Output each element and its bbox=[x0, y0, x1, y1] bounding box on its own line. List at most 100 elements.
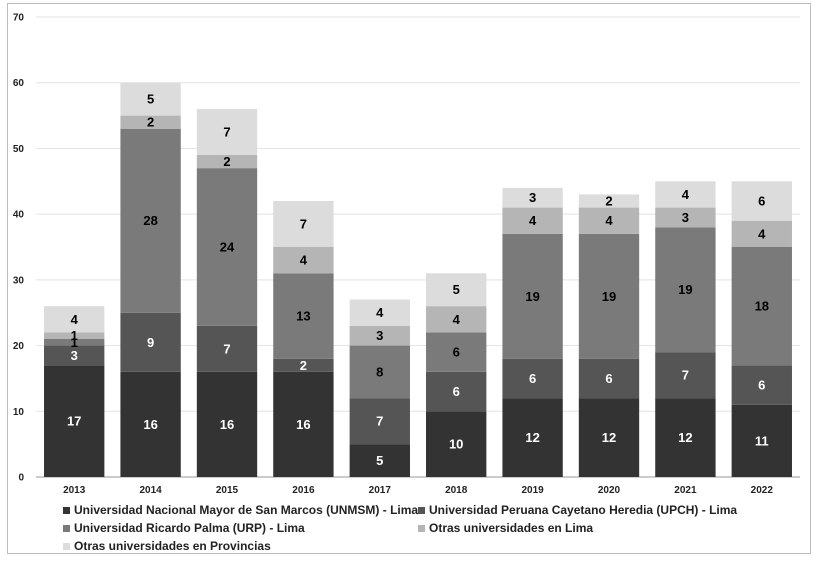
data-label: 3 bbox=[71, 348, 78, 363]
data-label: 6 bbox=[453, 345, 460, 360]
data-label: 19 bbox=[678, 282, 692, 297]
y-axis-ticks: 0 10 20 30 40 50 60 70 bbox=[13, 13, 25, 484]
data-label: 16 bbox=[143, 417, 157, 432]
data-label: 5 bbox=[376, 453, 383, 468]
y-tick-label: 40 bbox=[13, 210, 25, 221]
data-label: 9 bbox=[147, 335, 154, 350]
data-label: 6 bbox=[758, 378, 765, 393]
bar-segment-2018-3 bbox=[426, 306, 487, 333]
bar-segment-2020-4 bbox=[578, 194, 640, 208]
data-label: 13 bbox=[296, 309, 310, 324]
bar-segment-2013-1 bbox=[44, 345, 105, 366]
legend-label: Universidad Peruana Cayetano Heredia (UP… bbox=[429, 503, 738, 517]
chart-frame: 0 10 20 30 40 50 60 70 17 3 1 1 4 16 9 28 2 5 16 7 24 2 7 16 2 1… bbox=[7, 3, 811, 554]
y-tick-label: 50 bbox=[13, 144, 25, 155]
data-labels: 1731141692825167242716213475783410664512… bbox=[67, 92, 769, 468]
legend-item: Universidad Peruana Cayetano Heredia (UP… bbox=[418, 501, 737, 519]
data-label: 24 bbox=[220, 240, 235, 255]
bar-segment-2021-1 bbox=[655, 352, 716, 399]
y-tick-label: 60 bbox=[13, 78, 25, 89]
data-label: 4 bbox=[529, 213, 537, 228]
bar-segment-2018-0 bbox=[426, 411, 487, 477]
bar-segment-2017-0 bbox=[349, 444, 410, 477]
data-label: 7 bbox=[376, 414, 383, 429]
bar-segment-2016-0 bbox=[273, 371, 334, 477]
x-tick-label: 2019 bbox=[521, 485, 544, 496]
bar-segment-2019-1 bbox=[502, 358, 563, 399]
bar-segment-2021-0 bbox=[655, 398, 716, 477]
bar-segment-2021-3 bbox=[655, 207, 716, 228]
data-label: 3 bbox=[529, 190, 536, 205]
bar-segment-2022-0 bbox=[731, 404, 792, 477]
data-label: 12 bbox=[678, 430, 692, 445]
data-label: 7 bbox=[300, 217, 307, 232]
legend-swatch bbox=[63, 542, 70, 550]
data-label: 4 bbox=[300, 253, 308, 268]
bar-segment-2017-1 bbox=[349, 398, 410, 445]
bar-segment-2013-2 bbox=[44, 339, 105, 346]
x-tick-label: 2015 bbox=[216, 485, 239, 496]
bar-segment-2022-3 bbox=[731, 220, 792, 247]
bar-segment-2020-0 bbox=[578, 398, 640, 477]
data-label: 6 bbox=[758, 194, 765, 209]
x-tick-label: 2016 bbox=[292, 485, 315, 496]
y-tick-label: 30 bbox=[13, 275, 25, 286]
x-axis-ticks: 2013 2014 2015 2016 2017 2018 2019 2020 2021 2022 bbox=[63, 485, 773, 496]
bar-segment-2018-4 bbox=[426, 273, 487, 307]
bar-segment-2013-0 bbox=[44, 365, 105, 477]
legend-item: Otras universidades en Lima bbox=[418, 519, 593, 537]
legend-label: Universidad Nacional Mayor de San Marcos… bbox=[74, 503, 419, 517]
bar-segment-2014-2 bbox=[120, 128, 181, 313]
data-label: 4 bbox=[71, 312, 79, 327]
data-label: 7 bbox=[223, 341, 230, 356]
data-label: 28 bbox=[143, 213, 157, 228]
bar-segment-2022-2 bbox=[731, 247, 792, 366]
data-label: 2 bbox=[223, 154, 230, 169]
data-label: 7 bbox=[682, 368, 689, 383]
data-label: 8 bbox=[376, 364, 383, 379]
bar-segment-2020-2 bbox=[578, 233, 640, 359]
bar-segment-2016-2 bbox=[273, 273, 334, 359]
bar-segment-2015-0 bbox=[196, 371, 258, 477]
data-label: 3 bbox=[682, 210, 689, 225]
data-label: 12 bbox=[525, 430, 539, 445]
data-label: 17 bbox=[67, 414, 81, 429]
bar-segment-2019-2 bbox=[502, 233, 563, 359]
data-label: 2 bbox=[605, 194, 612, 209]
bar-segment-2019-4 bbox=[502, 187, 563, 208]
bar-segment-2021-4 bbox=[655, 181, 716, 208]
bar-segment-2021-2 bbox=[655, 227, 716, 353]
y-tick-label: 0 bbox=[18, 473, 24, 484]
bar-segment-2014-1 bbox=[120, 312, 181, 372]
data-label: 5 bbox=[453, 282, 460, 297]
x-tick-label: 2017 bbox=[369, 485, 392, 496]
data-label: 2 bbox=[147, 115, 154, 130]
data-label: 19 bbox=[602, 289, 616, 304]
data-label: 18 bbox=[755, 299, 769, 314]
x-tick-label: 2013 bbox=[63, 485, 86, 496]
bar-segment-2014-3 bbox=[120, 115, 181, 129]
legend-swatch bbox=[63, 524, 70, 532]
legend-swatch bbox=[418, 506, 425, 514]
bar-segment-2019-0 bbox=[502, 398, 563, 477]
bar-segment-2020-3 bbox=[578, 207, 640, 234]
legend-item: Universidad Ricardo Palma (URP) - Lima bbox=[63, 519, 305, 537]
data-label: 10 bbox=[449, 437, 463, 452]
bar-segment-2022-1 bbox=[731, 365, 792, 405]
data-label: 1 bbox=[71, 335, 78, 350]
legend-swatch bbox=[418, 524, 425, 532]
legend-item: Otras universidades en Provincias bbox=[63, 537, 271, 555]
x-tick-label: 2021 bbox=[674, 485, 697, 496]
y-tick-label: 10 bbox=[13, 407, 25, 418]
bar-segment-2019-3 bbox=[502, 207, 563, 234]
data-label: 4 bbox=[682, 187, 690, 202]
bar-segment-2015-2 bbox=[196, 168, 258, 326]
data-label: 6 bbox=[605, 371, 612, 386]
bar-segment-2022-4 bbox=[731, 181, 792, 221]
x-tick-label: 2018 bbox=[445, 485, 468, 496]
bar-segment-2013-3 bbox=[44, 332, 105, 339]
legend-label: Otras universidades en Provincias bbox=[74, 539, 271, 553]
bar-segment-2015-4 bbox=[196, 109, 258, 155]
data-label: 1 bbox=[71, 328, 78, 343]
